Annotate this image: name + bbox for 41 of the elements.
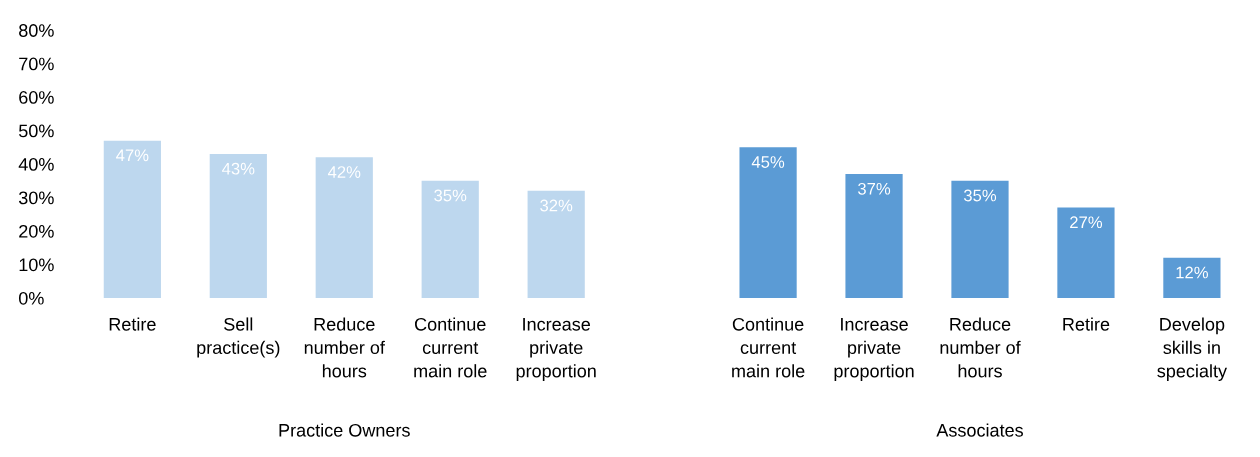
x-tick-label: Increase private proportion xyxy=(516,318,596,381)
data-label: 45% xyxy=(751,156,785,168)
y-tick-label: 10% xyxy=(19,258,54,272)
data-label: 47% xyxy=(116,149,149,162)
data-label: 32% xyxy=(540,199,573,212)
y-tick-label: 80% xyxy=(19,24,54,37)
bar xyxy=(103,140,161,298)
data-label: 12% xyxy=(1176,266,1208,279)
bar xyxy=(1057,207,1115,298)
x-tick-label: Retire xyxy=(109,317,156,331)
x-tick-label: Increase private proportion xyxy=(834,318,914,381)
y-tick-label: 60% xyxy=(19,91,54,104)
x-tick-label: Reduce number of hours xyxy=(304,317,385,378)
y-tick-label: 70% xyxy=(19,57,54,71)
data-label: 27% xyxy=(1070,216,1103,229)
data-label: 37% xyxy=(858,182,891,195)
text: Associates xyxy=(936,423,1023,437)
bar xyxy=(421,180,479,298)
bar xyxy=(1163,257,1221,298)
x-tick-label: Retire xyxy=(1063,317,1110,331)
y-tick-label: 30% xyxy=(18,191,54,205)
y-tick-label: 0% xyxy=(18,291,44,305)
x-tick-label: Develop skills in specialty xyxy=(1157,317,1227,381)
y-tick-label: 50% xyxy=(18,124,54,138)
bar xyxy=(209,154,267,298)
text: Practice Owners xyxy=(279,423,410,437)
bar xyxy=(845,174,903,298)
data-label: 35% xyxy=(434,189,467,202)
x-tick-label: Reduce number of hours xyxy=(940,317,1021,378)
y-tick-label: 40% xyxy=(18,158,54,171)
data-label: 43% xyxy=(222,162,255,175)
y-tick-label: 20% xyxy=(19,224,54,238)
x-tick-label: Continue current main role xyxy=(732,317,805,378)
data-label: 42% xyxy=(327,166,361,178)
bar xyxy=(527,190,585,298)
x-tick-label: Sell practice(s) xyxy=(197,317,280,358)
bar xyxy=(951,180,1009,298)
data-label: 35% xyxy=(963,189,997,202)
x-tick-label: Continue current main role xyxy=(414,317,487,378)
bar xyxy=(739,147,797,298)
bar xyxy=(315,157,373,298)
